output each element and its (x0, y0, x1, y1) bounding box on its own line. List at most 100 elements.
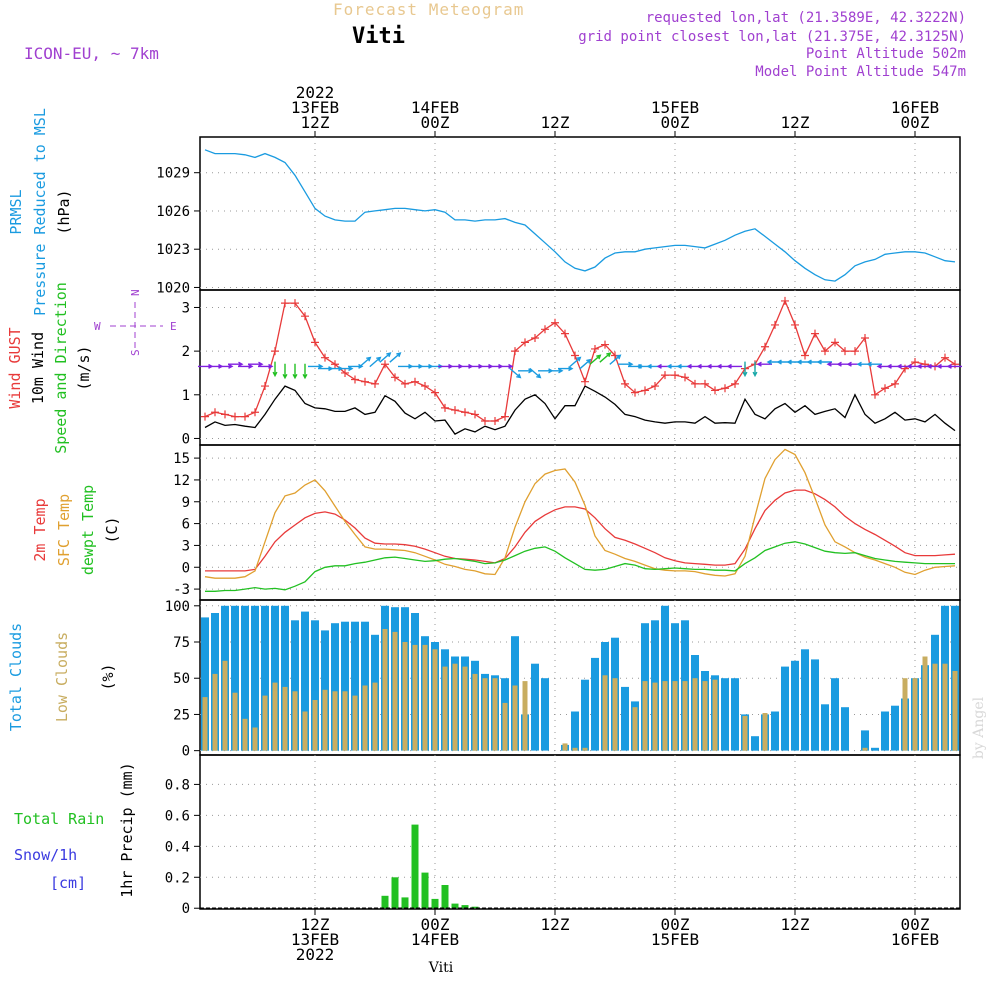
top-time-label: 12Z (781, 113, 810, 132)
pressure-axis-label: PRMSL (7, 189, 25, 234)
total-cloud-bar (771, 711, 779, 751)
low-cloud-bar (502, 702, 508, 751)
precip-ytick-label: 0.2 (165, 870, 190, 886)
total-cloud-bar (261, 605, 269, 751)
bottom-time-label: 00Z (661, 915, 690, 934)
low-cloud-bar (762, 713, 768, 751)
low-cloud-bar (372, 682, 378, 751)
rain-bar (431, 898, 439, 909)
wind-vector-arrow (599, 352, 612, 363)
low-cloud-bar (662, 681, 668, 751)
wind-axis-label: Wind GUST (6, 327, 24, 408)
precip-ytick-label: 0.4 (165, 839, 190, 855)
gust-marker (551, 318, 559, 327)
pressure-ytick-label: 1029 (156, 166, 190, 182)
pressure-frame (199, 136, 961, 291)
gust-marker (201, 412, 209, 421)
wind-vector-arrow (238, 363, 254, 369)
gust-marker (781, 296, 789, 305)
wind-vector-arrow (529, 367, 542, 379)
gust-marker (231, 412, 239, 421)
pressure-axis-label: (hPa) (55, 189, 73, 234)
temperature-ytick-label: 0 (182, 560, 190, 576)
precip-legend-item: Total Rain (14, 810, 104, 828)
gust-marker (501, 412, 509, 421)
clouds-ytick-label: 75 (173, 635, 190, 651)
bottom-time-label: 12Z (541, 915, 570, 934)
gust-marker (391, 373, 399, 382)
total-cloud-bar (271, 605, 279, 751)
low-cloud-bar (692, 678, 698, 751)
wind-vector-arrow (272, 361, 278, 378)
top-time-label: 12Z (301, 113, 330, 132)
bottom-time-label: 15FEB (651, 930, 699, 949)
wind-vector-arrow (509, 367, 522, 379)
gust-marker (581, 377, 589, 386)
gust-marker (251, 408, 259, 417)
wind-vector-arrow (589, 354, 602, 365)
temperature-panel: -3 0 3 6 9 12 15 (173, 444, 961, 601)
gust-marker (511, 347, 519, 356)
rain-bar (421, 872, 429, 909)
gust-marker (331, 360, 339, 369)
gust-marker (681, 373, 689, 382)
gust-marker (711, 386, 719, 395)
total-cloud-bar (301, 611, 309, 751)
gust-marker (351, 375, 359, 384)
gust-marker (721, 384, 729, 393)
gust-marker (361, 377, 369, 386)
low-cloud-bar (582, 747, 588, 751)
low-cloud-bar (572, 747, 578, 751)
low-cloud-bar (682, 681, 688, 751)
top-time-label: 14FEB (411, 98, 459, 117)
station-name: Viti (352, 24, 405, 49)
wind-vector-arrow (946, 363, 962, 369)
gust-marker (821, 347, 829, 356)
wind-vector-arrow (389, 352, 402, 363)
wind-vector-arrow (218, 363, 234, 369)
total-cloud-bar (881, 711, 889, 751)
gust-marker (491, 416, 499, 425)
low-cloud-bar (902, 678, 908, 751)
low-cloud-bar (232, 692, 238, 751)
gust-marker (841, 347, 849, 356)
gust-marker (291, 299, 299, 308)
low-cloud-bar (462, 666, 468, 751)
total-cloud-bar (811, 659, 819, 751)
gust-marker (761, 342, 769, 351)
low-cloud-bar (522, 681, 528, 751)
top-time-label: 00Z (901, 113, 930, 132)
gust-marker (431, 388, 439, 397)
total-cloud-bar (841, 707, 849, 751)
gust-marker (631, 388, 639, 397)
low-cloud-bar (512, 685, 518, 751)
temperature-axis-label: dewpt Temp (79, 485, 97, 575)
compass-north: N (129, 289, 142, 296)
pressure-panel: 1020 1023 1026 1029 (156, 136, 961, 296)
gust-marker (441, 403, 449, 412)
rain-bar (461, 905, 469, 909)
gust-marker (371, 379, 379, 388)
total-cloud-bar (621, 686, 629, 751)
pressure-ytick-label: 1020 (156, 280, 190, 296)
low-cloud-bar (212, 673, 218, 751)
clouds-axis-label: (%) (99, 663, 117, 690)
wind-vector-arrow (816, 359, 832, 365)
temp-2m-line (205, 489, 956, 572)
wind-vector-arrow (558, 366, 574, 372)
low-cloud-bar (562, 743, 568, 751)
precip-ytick-label: 0.6 (165, 808, 190, 824)
gust-marker (451, 406, 459, 415)
low-cloud-bar (352, 695, 358, 751)
wind-vector-arrow (282, 363, 288, 380)
total-cloud-bar (581, 679, 589, 751)
total-cloud-bar (721, 678, 729, 751)
total-cloud-bar (571, 711, 579, 751)
gust-marker (871, 390, 879, 399)
top-time-label: 2022 (296, 83, 335, 102)
gust-marker (321, 353, 329, 362)
total-cloud-bar (891, 705, 899, 751)
rain-bar (451, 903, 459, 909)
wind-vector-arrow (308, 363, 324, 369)
compass-east: E (170, 320, 177, 333)
